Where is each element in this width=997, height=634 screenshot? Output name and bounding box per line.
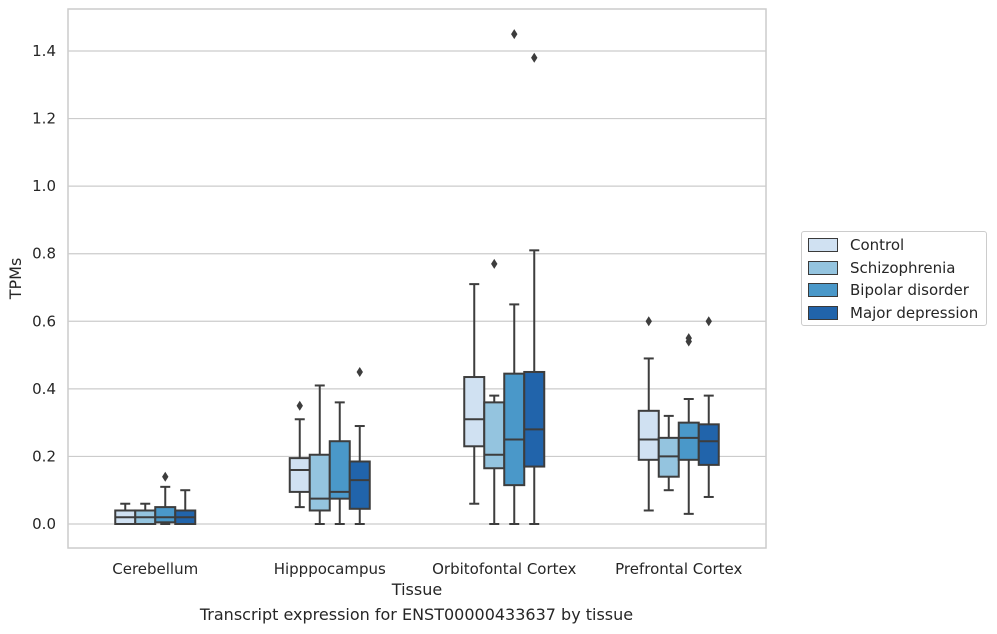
y-tick-label: 1.0 [32, 177, 56, 195]
box-cerebellum-major-depression [174, 489, 197, 526]
legend-item-control: Control [808, 235, 904, 255]
legend-label-major-depression: Major depression [850, 304, 979, 322]
plot-frame [67, 8, 767, 549]
legend-swatch-major-depression [808, 306, 838, 320]
y-tick-label: 0.6 [32, 312, 56, 330]
box-body [154, 506, 177, 524]
y-tick-label: 0.8 [32, 245, 56, 263]
outlier-point [645, 316, 652, 327]
y-tick-label: 0.0 [32, 515, 56, 533]
y-tick-label: 0.2 [32, 447, 56, 465]
box-cerebellum-schizophrenia [134, 502, 157, 526]
y-tick-label: 0.4 [32, 380, 56, 398]
outlier-point [511, 29, 518, 40]
outlier-point [296, 400, 303, 411]
box-body [637, 409, 660, 461]
legend-label-schizophrenia: Schizophrenia [850, 259, 956, 277]
box-orbitofontal-cortex-control [463, 283, 486, 505]
legend-swatch-schizophrenia [808, 261, 838, 275]
box-body [503, 372, 526, 487]
box-orbitofontal-cortex-bipolar-disorder [503, 29, 526, 525]
legend-label-control: Control [850, 236, 905, 254]
figure-caption: Transcript expression for ENST0000043363… [199, 605, 634, 624]
y-axis-label: TPMs [6, 258, 25, 301]
box-body [697, 423, 720, 466]
outlier-point [705, 316, 712, 327]
legend-label-bipolar-disorder: Bipolar disorder [850, 281, 969, 299]
x-tick-label-orbitofontal-cortex: Orbitofontal Cortex [432, 560, 576, 578]
x-tick-label-cerebellum: Cerebellum [112, 560, 198, 578]
legend-item-major-depression: Major depression [808, 303, 978, 323]
box-body [463, 376, 486, 448]
outlier-point [356, 366, 363, 377]
legend: Control Schizophrenia Bipolar disorder M… [801, 231, 987, 326]
outlier-point [685, 333, 692, 344]
box-body [348, 460, 371, 510]
x-axis-label: Tissue [391, 580, 442, 599]
outlier-point [491, 258, 498, 269]
box-hipppocampus-major-depression [348, 366, 371, 525]
x-tick-label-hipppocampus: Hipppocampus [274, 560, 386, 578]
legend-item-bipolar-disorder: Bipolar disorder [808, 280, 969, 300]
outlier-point [531, 52, 538, 63]
legend-item-schizophrenia: Schizophrenia [808, 258, 955, 278]
box-body [308, 453, 331, 512]
box-cerebellum-control [114, 502, 137, 526]
box-body [288, 457, 311, 493]
box-orbitofontal-cortex-major-depression [523, 52, 546, 525]
x-tick-label-prefrontal-cortex: Prefrontal Cortex [615, 560, 742, 578]
y-tick-label: 1.4 [32, 42, 56, 60]
box-cerebellum-bipolar-disorder [154, 471, 177, 525]
y-tick-label: 1.2 [32, 110, 56, 128]
outlier-point [162, 471, 169, 482]
box-body [328, 440, 351, 500]
box-prefrontal-cortex-major-depression [697, 316, 720, 498]
box-prefrontal-cortex-control [637, 316, 660, 512]
box-hipppocampus-schizophrenia [308, 384, 331, 525]
box-body [677, 421, 700, 461]
box-body [483, 401, 506, 470]
legend-swatch-bipolar-disorder [808, 283, 838, 297]
box-body [523, 370, 546, 468]
legend-swatch-control [808, 238, 838, 252]
